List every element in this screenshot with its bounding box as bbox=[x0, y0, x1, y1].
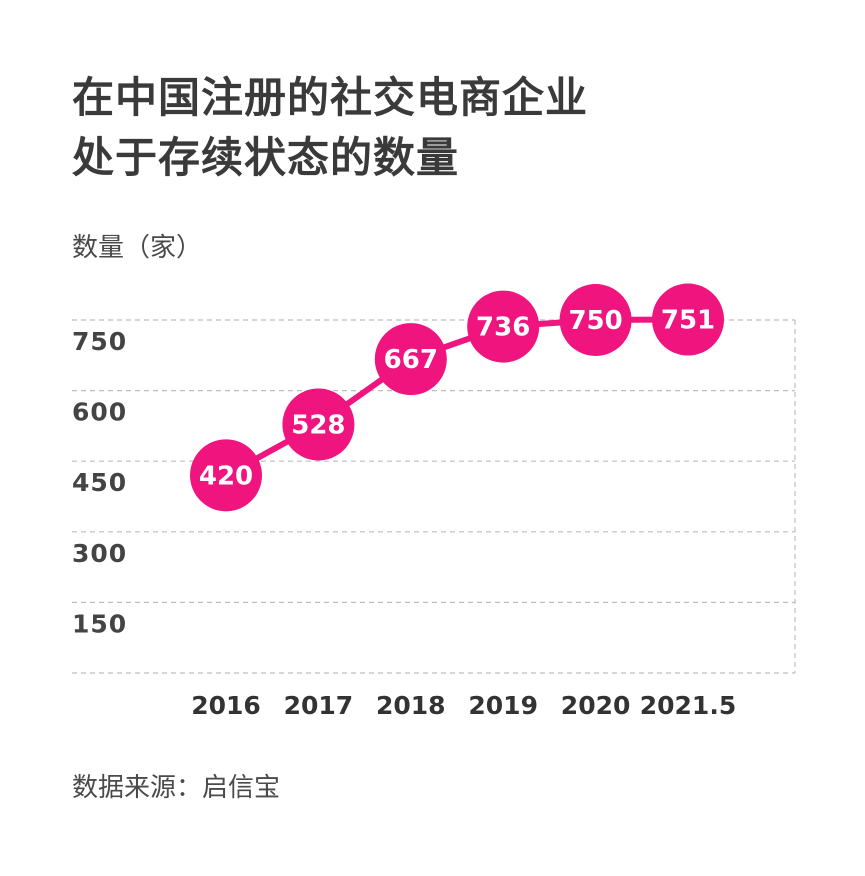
y-tick-label: 600 bbox=[72, 398, 127, 427]
y-tick-label: 450 bbox=[72, 468, 127, 497]
data-point-marker bbox=[374, 323, 447, 396]
x-tick-label: 2018 bbox=[376, 691, 446, 720]
x-tick-label: 2016 bbox=[191, 691, 261, 720]
x-tick-label: 2017 bbox=[284, 691, 354, 720]
data-label: 751 bbox=[661, 306, 715, 336]
data-label: 528 bbox=[291, 410, 345, 440]
y-tick-label: 300 bbox=[72, 539, 127, 568]
data-point-marker bbox=[559, 284, 632, 356]
data-source-note: 数据来源：启信宝 bbox=[72, 773, 281, 803]
data-point-marker bbox=[652, 283, 724, 356]
data-label: 750 bbox=[568, 306, 622, 336]
x-tick-label: 2019 bbox=[468, 691, 538, 720]
x-tick-label: 2020 bbox=[561, 691, 631, 720]
data-label: 736 bbox=[476, 313, 530, 343]
data-point-marker bbox=[190, 439, 262, 512]
data-label: 667 bbox=[384, 345, 438, 375]
chart-title-line-1: 在中国注册的社交电商企业 bbox=[72, 73, 589, 122]
chart-title: 在中国注册的社交电商企业 处于存续状态的数量 bbox=[72, 68, 588, 188]
data-label: 420 bbox=[199, 461, 253, 491]
y-tick-label: 150 bbox=[72, 609, 127, 638]
y-tick-label: 750 bbox=[72, 327, 127, 356]
data-point-marker bbox=[282, 388, 355, 461]
data-point-marker bbox=[467, 290, 540, 363]
x-tick-label: 2021.5 bbox=[640, 691, 736, 720]
y-axis-unit-label: 数量（家） bbox=[72, 233, 203, 263]
chart-title-line-2: 处于存续状态的数量 bbox=[72, 133, 460, 182]
